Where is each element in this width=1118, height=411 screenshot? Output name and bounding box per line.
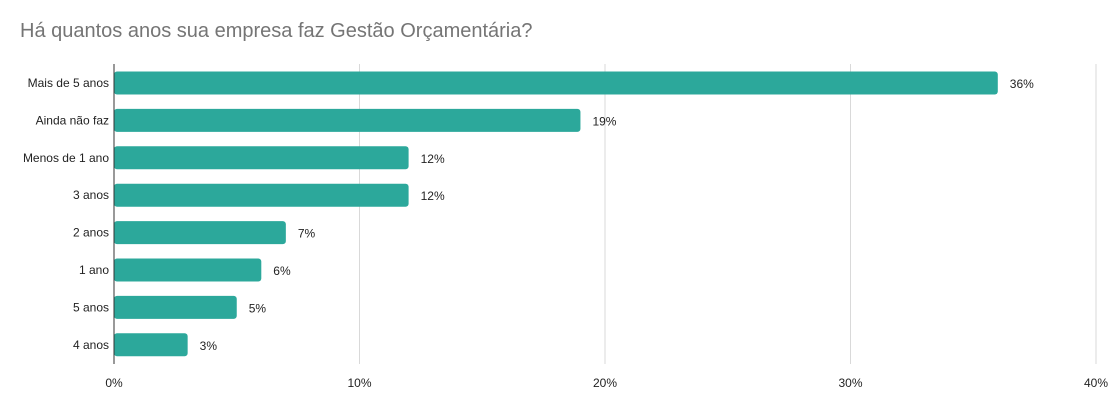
data-label: 12% [421, 152, 445, 166]
data-label: 19% [592, 114, 616, 128]
category-label: 5 anos [73, 300, 109, 314]
bar [114, 221, 286, 245]
data-label: 7% [298, 227, 316, 241]
x-tick-label: 20% [593, 376, 617, 390]
chart-title: Há quantos anos sua empresa faz Gestão O… [20, 20, 533, 42]
data-label: 12% [421, 189, 445, 203]
x-tick-label: 40% [1084, 376, 1108, 390]
x-tick-label: 10% [347, 376, 371, 390]
bars [114, 71, 998, 357]
labels: 0% 10% 20% 30% 40% Mais de 5 anos 36% Ainda não… [23, 76, 1108, 390]
category-label: 3 anos [73, 188, 109, 202]
category-label: 4 anos [73, 338, 109, 352]
data-label: 3% [200, 339, 218, 353]
data-label: 6% [273, 264, 291, 278]
bar [114, 258, 262, 282]
x-tick-label: 0% [105, 376, 123, 390]
data-label: 36% [1010, 77, 1034, 91]
data-label: 5% [249, 301, 267, 315]
category-label: Menos de 1 ano [23, 151, 109, 165]
x-tick-label: 30% [838, 376, 862, 390]
category-label: 2 anos [73, 226, 109, 240]
bar [114, 108, 581, 132]
bar [114, 146, 409, 170]
bar [114, 71, 998, 95]
category-label: Mais de 5 anos [28, 76, 109, 90]
bar [114, 183, 409, 207]
category-label: 1 ano [79, 263, 109, 277]
bar [114, 333, 188, 357]
bar [114, 295, 237, 319]
category-label: Ainda não faz [36, 113, 109, 127]
